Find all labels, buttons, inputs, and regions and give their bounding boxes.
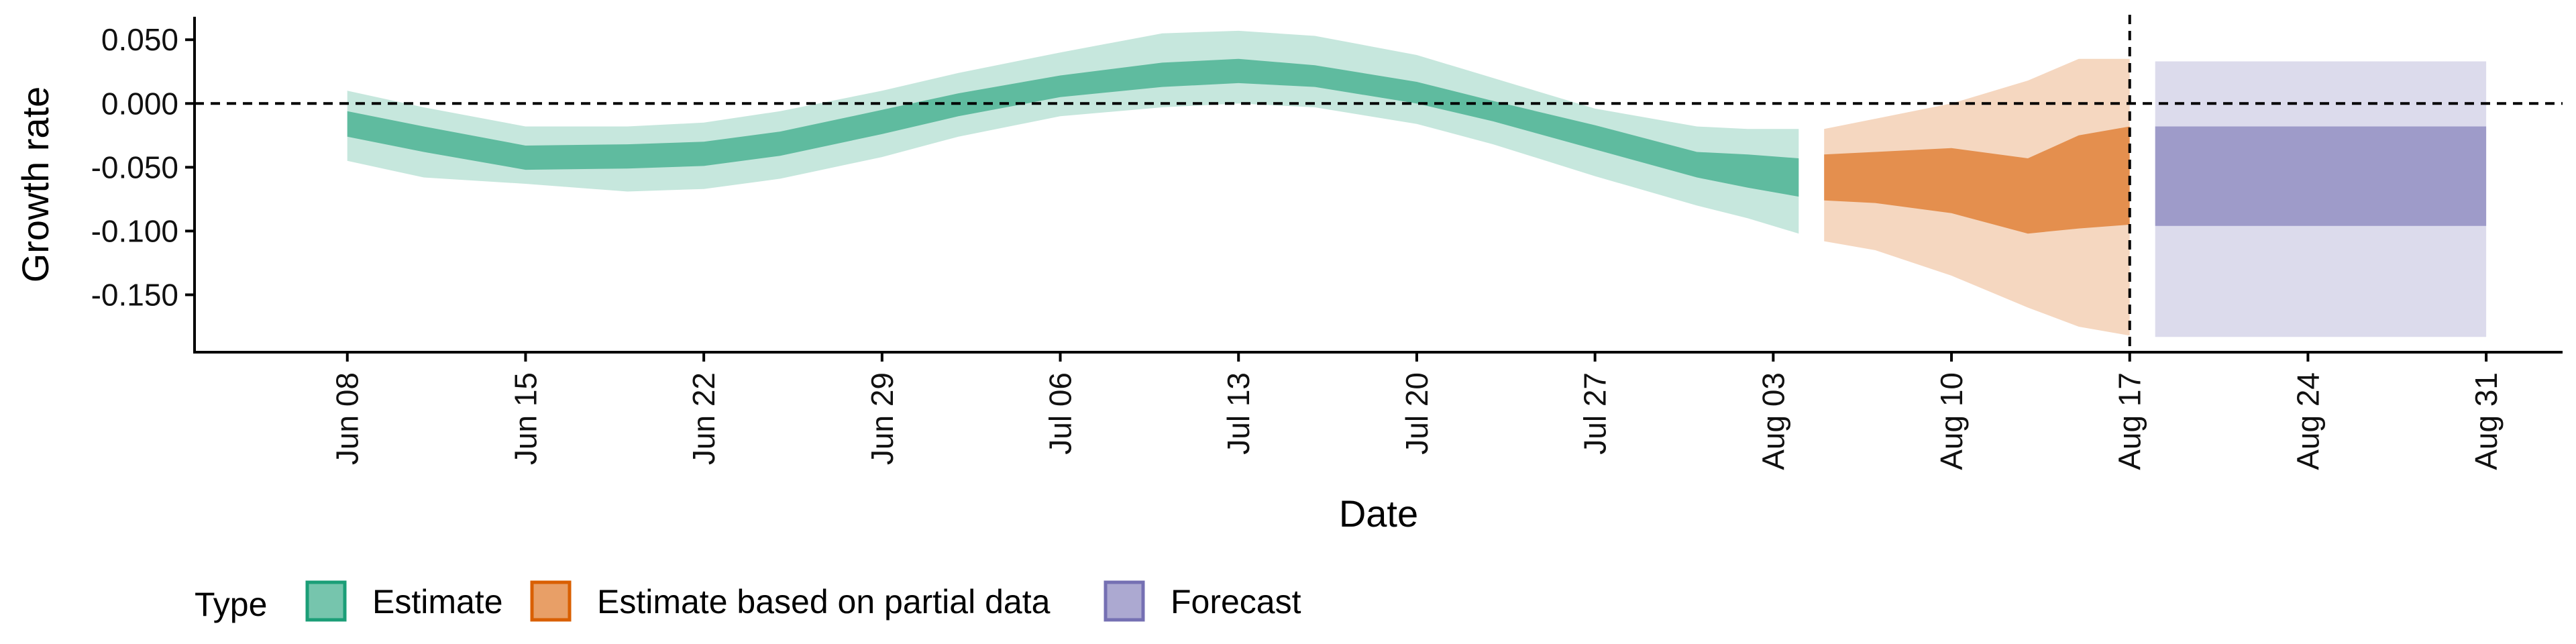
legend: Type Estimate Estimate based on partial d… [195, 580, 1301, 623]
x-tick-label: Jul 13 [1221, 372, 1256, 455]
x-tick-label: Aug 17 [2112, 372, 2147, 470]
y-tick-label: 0.050 [101, 22, 178, 57]
y-tick-label: -0.050 [91, 150, 178, 184]
y-axis-title: Growth rate [14, 87, 56, 283]
legend-label-forecast: Forecast [1171, 583, 1301, 621]
legend-key-estimate-based-on-partial-data [530, 580, 572, 622]
band-90-estimate [347, 30, 1799, 234]
legend-key-forecast [1104, 580, 1145, 622]
x-tick-label: Jun 22 [686, 372, 721, 465]
legend-label-estimate-based-on-partial-data: Estimate based on partial data [597, 583, 1051, 621]
x-tick-label: Jul 27 [1578, 372, 1613, 455]
series-layer [347, 30, 2487, 337]
legend-key-estimate [305, 580, 347, 622]
series-estimate-based-on-partial-data [1824, 58, 2130, 336]
y-tick-label: 0.000 [101, 86, 178, 121]
legend-title: Type [195, 586, 267, 623]
band-50-forecast [2155, 126, 2487, 226]
reference-lines [195, 15, 2563, 352]
x-tick-label: Aug 31 [2469, 372, 2504, 470]
y-tick-label: -0.150 [91, 277, 178, 312]
x-axis-title: Date [1339, 492, 1418, 535]
band-50-estimate-based-on-partial-data [1824, 126, 2130, 234]
x-tick-label: Jun 29 [865, 372, 900, 465]
x-tick-label: Aug 03 [1756, 372, 1790, 470]
series-estimate [347, 30, 1799, 234]
y-tick-label: -0.100 [91, 213, 178, 248]
legend-label-estimate: Estimate [372, 583, 503, 621]
axes: 0.050 0.000 -0.050 -0.100 -0.150 Jun 08 Jun 15… [91, 17, 2563, 470]
x-tick-label: Aug 10 [1934, 372, 1969, 470]
series-forecast [2155, 61, 2487, 337]
x-tick-label: Jun 15 [508, 372, 543, 465]
x-tick-label: Jul 20 [1399, 372, 1434, 455]
x-tick-label: Jul 06 [1043, 372, 1078, 455]
band-50-estimate [347, 58, 1799, 197]
x-tick-label: Aug 24 [2290, 372, 2325, 470]
x-tick-label: Jun 08 [330, 372, 365, 465]
